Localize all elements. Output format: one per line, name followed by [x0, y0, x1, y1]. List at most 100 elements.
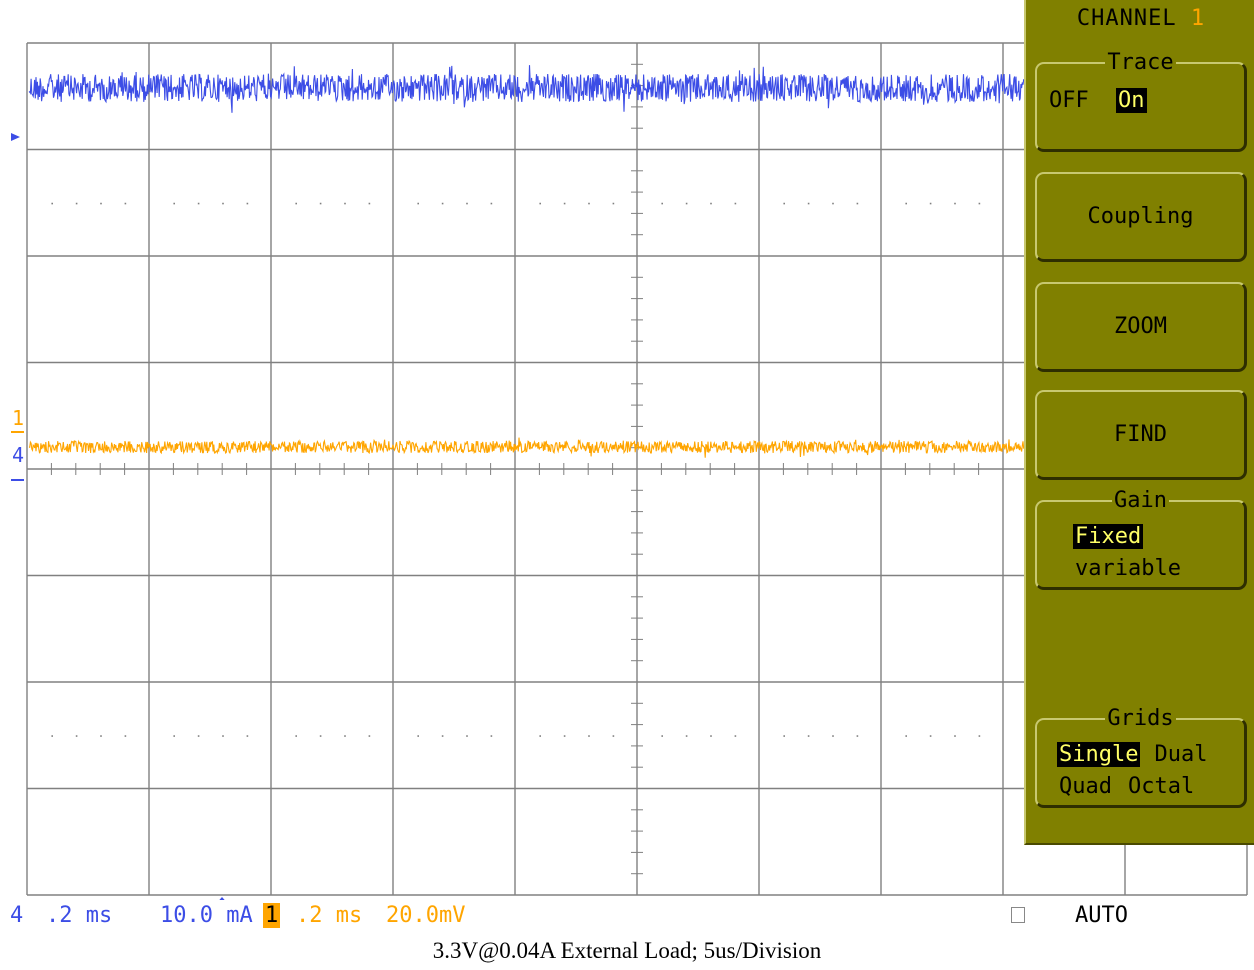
grid-dot [295, 735, 297, 737]
find-button[interactable]: FIND [1035, 390, 1247, 480]
grid-dot [417, 735, 419, 737]
grid-dot [319, 202, 322, 205]
status-checkbox[interactable] [1011, 907, 1025, 923]
grid-dot [344, 202, 346, 205]
grid-dot [222, 735, 224, 737]
grid-dot [173, 735, 175, 737]
grid-dot [319, 735, 322, 737]
grid-dot [197, 735, 200, 737]
ch1-number-badge[interactable]: 1 [263, 903, 281, 928]
grids-octal-option[interactable]: Octal [1127, 774, 1195, 799]
ch4-timebase: .2 ms [46, 903, 113, 928]
channel-menu-panel: CHANNEL 1 Trace OFF On Coupling ZOOM FIN… [1024, 0, 1254, 845]
trace-off-option[interactable]: OFF [1049, 88, 1089, 113]
grid-dot [905, 735, 907, 737]
zoom-label: ZOOM [1114, 314, 1167, 339]
figure-caption: 3.3V@0.04A External Load; 5us/Division [432, 938, 822, 963]
grid-dot [197, 202, 200, 205]
grid-dot [612, 202, 615, 205]
grid-dot [466, 735, 468, 737]
grid-dot [929, 735, 932, 737]
trace-label: Trace [1105, 50, 1176, 75]
ch1-timebase: .2 ms [296, 903, 363, 928]
grid-dot [173, 202, 175, 205]
grid-dot [295, 202, 297, 205]
ch4-trace [28, 65, 1025, 113]
grid-dot [124, 202, 127, 205]
grid-dot [856, 735, 859, 737]
grid-dot [246, 202, 249, 205]
gain-fixed-option[interactable]: Fixed [1073, 524, 1144, 549]
grid-dot [807, 735, 810, 737]
grid-dot [563, 202, 566, 205]
grid-dot [929, 202, 932, 205]
grid-dot [954, 735, 956, 737]
channel-markers: 1 4 [11, 133, 225, 900]
grid-dot [222, 202, 224, 205]
grid-dot [368, 735, 371, 737]
grid-dot [100, 202, 102, 205]
trace-layer [28, 65, 1025, 458]
grid-dot [51, 202, 53, 205]
grids-label: Grids [1105, 706, 1176, 731]
grid-dot [563, 735, 566, 737]
gain-button[interactable]: Gain Fixed variable [1035, 488, 1247, 590]
trace-button[interactable]: Trace OFF On [1035, 50, 1247, 152]
grid-dot [661, 202, 663, 205]
trigger-position-arrow-icon [219, 897, 225, 900]
grid-dot [832, 202, 834, 205]
grids-quad-option[interactable]: Quad [1059, 774, 1112, 799]
grid-dot [124, 735, 127, 737]
grid-dot [807, 202, 810, 205]
zoom-button[interactable]: ZOOM [1035, 282, 1247, 372]
grid-dot [588, 202, 590, 205]
grid-dot [51, 735, 53, 737]
grid-dot [783, 735, 785, 737]
grid-dot [75, 735, 78, 737]
grid-dot [466, 202, 468, 205]
grids-dual-option[interactable]: Dual [1154, 742, 1208, 767]
ch4-number[interactable]: 4 [10, 903, 24, 928]
ch1-scale: 20.0mV [386, 903, 466, 928]
ch1-trace [28, 437, 1025, 458]
menu-channel-number: 1 [1190, 6, 1206, 31]
grids-single-option[interactable]: Single [1057, 742, 1141, 767]
grid-dot [954, 202, 956, 205]
grid-dot [539, 202, 541, 205]
ch4-scale: 10.0 mA [160, 903, 253, 928]
find-label: FIND [1114, 422, 1167, 447]
ch4-trigger-arrow-icon [11, 133, 20, 141]
grid-dot [100, 735, 102, 737]
grid-dot [734, 735, 737, 737]
grid-dot [75, 202, 78, 205]
grid-dot [246, 735, 249, 737]
status-bar: 4 .2 ms 10.0 mA 1 .2 ms 20.0mV AUTO [0, 903, 1254, 933]
grid-dot [344, 735, 346, 737]
grids-button[interactable]: Grids Single Dual Quad Octal [1035, 706, 1247, 808]
trigger-mode: AUTO [1075, 903, 1128, 928]
grid-dot [490, 735, 493, 737]
grid-dot [685, 735, 688, 737]
grid-dot [417, 202, 419, 205]
grid-dot [710, 202, 712, 205]
grid-dot [441, 202, 444, 205]
grid-dot [441, 735, 444, 737]
grid-dot [783, 202, 785, 205]
grid-dot [685, 202, 688, 205]
grid-dot [368, 202, 371, 205]
ch4-ground-marker: 4 [12, 443, 24, 467]
grid-dot [539, 735, 541, 737]
grid-dot [978, 735, 981, 737]
grid-dot [588, 735, 590, 737]
grid-dot [978, 202, 981, 205]
menu-title: CHANNEL 1 [1076, 6, 1206, 31]
grid-dot [905, 202, 907, 205]
coupling-label: Coupling [1087, 204, 1194, 229]
grid-dot [490, 202, 493, 205]
grid-dot [856, 202, 859, 205]
gain-label: Gain [1112, 488, 1169, 513]
gain-variable-option[interactable]: variable [1075, 556, 1181, 581]
ch1-ground-marker: 1 [12, 406, 24, 430]
coupling-button[interactable]: Coupling [1035, 172, 1247, 262]
trace-on-option[interactable]: On [1116, 88, 1147, 113]
